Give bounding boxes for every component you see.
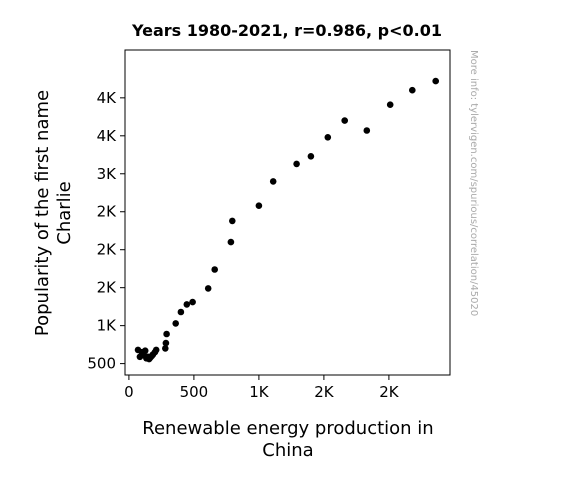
data-point-30 <box>363 127 371 134</box>
watermark: More info: tylervigen.com/spurious/corre… <box>468 50 479 316</box>
data-point-33 <box>432 77 440 85</box>
x-tick-label-3: 2K <box>314 383 335 401</box>
data-point-22 <box>227 238 235 246</box>
data-points <box>134 77 440 363</box>
data-point-26 <box>293 160 300 168</box>
plot-frame <box>124 49 451 376</box>
y-tick-label-5: 3K <box>97 165 118 183</box>
data-point-15 <box>163 330 170 338</box>
y-axis-label-line-1: Popularity of the first name <box>32 90 53 336</box>
data-point-23 <box>229 217 236 225</box>
data-point-18 <box>183 301 191 308</box>
x-tick-label-4: 2K <box>379 383 400 401</box>
data-point-28 <box>324 134 332 141</box>
x-axis-label-line-2: China <box>262 440 313 461</box>
y-tick-label-7: 4K <box>97 89 118 107</box>
data-point-25 <box>269 178 277 185</box>
y-tick-label-3: 2K <box>97 241 118 259</box>
y-tick-label-1: 1K <box>97 317 118 335</box>
data-point-17 <box>177 308 185 316</box>
data-point-32 <box>409 86 416 94</box>
y-tick-label-0: 500 <box>87 355 116 373</box>
chart-title: Years 1980-2021, r=0.986, p<0.01 <box>131 21 442 40</box>
y-axis-label-line-2: Charlie <box>54 181 75 244</box>
y-tick-label-6: 4K <box>97 127 118 145</box>
data-point-4 <box>141 347 149 355</box>
x-tick-label-2: 1K <box>249 383 270 401</box>
data-point-16 <box>172 320 179 327</box>
data-point-21 <box>211 266 218 273</box>
data-point-13 <box>162 345 169 352</box>
y-axis-ticks: 500 1K 2K 2K 2K 3K 4K 4K <box>87 89 125 373</box>
data-point-24 <box>255 202 263 209</box>
data-point-27 <box>307 153 315 160</box>
y-tick-label-2: 2K <box>97 279 118 297</box>
data-point-14 <box>162 339 170 347</box>
x-tick-label-1: 500 <box>180 383 209 401</box>
data-point-31 <box>386 101 394 108</box>
data-point-12 <box>152 346 160 354</box>
data-point-19 <box>189 298 196 306</box>
x-axis-label-line-1: Renewable energy production in <box>142 418 433 439</box>
x-tick-label-0: 0 <box>124 383 134 401</box>
x-axis-ticks: 0 500 1K 2K 2K <box>124 375 400 401</box>
data-point-29 <box>341 117 349 124</box>
data-point-20 <box>204 285 212 292</box>
y-tick-label-4: 2K <box>97 203 118 221</box>
